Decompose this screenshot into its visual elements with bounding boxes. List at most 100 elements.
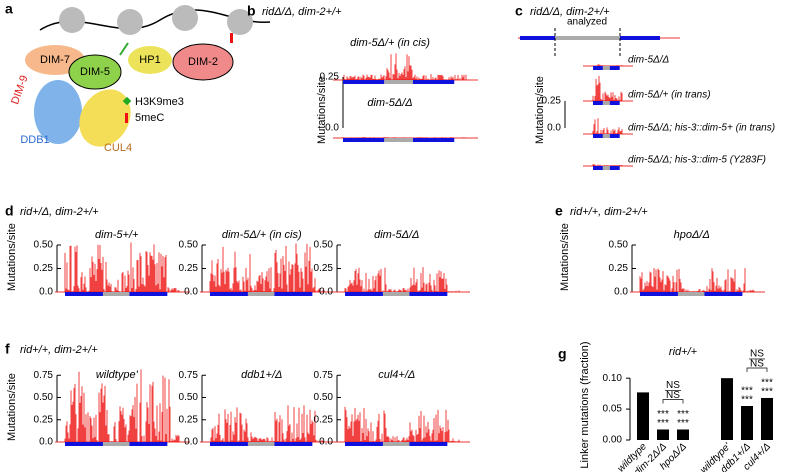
protein-label: HP1 bbox=[139, 54, 160, 66]
gene-block bbox=[343, 80, 385, 84]
protein-label: DIM-9 bbox=[9, 74, 31, 106]
panel-label: e bbox=[555, 203, 563, 219]
track-label: dim-5Δ/Δ bbox=[628, 55, 669, 66]
bar bbox=[677, 429, 689, 440]
bracket bbox=[746, 367, 768, 372]
profile bbox=[342, 137, 468, 138]
y-tick-label: 0.0 bbox=[325, 123, 339, 134]
y-tick-label: 0.0 bbox=[319, 437, 333, 448]
y-tick-label: 0.50 bbox=[34, 240, 54, 251]
y-axis-label: Mutations/site bbox=[534, 76, 546, 144]
panel-title: rid+/+, dim-2+/+ bbox=[570, 206, 648, 218]
mark bbox=[230, 33, 233, 43]
y-tick-label: 0.0 bbox=[184, 437, 198, 448]
y-tick-label: 0.50 bbox=[314, 240, 334, 251]
comparison: NS bbox=[666, 380, 680, 391]
track-label: dim-5+/+ bbox=[95, 229, 139, 241]
gene-block bbox=[409, 292, 448, 296]
track-label: dim-5Δ/Δ; his-3::dim-5 (Y283F) bbox=[628, 155, 766, 166]
y-tick-label: 0.25 bbox=[179, 414, 199, 425]
linker-block bbox=[384, 80, 413, 84]
comparison: NS bbox=[750, 359, 764, 370]
gene-block bbox=[274, 442, 313, 446]
panel-label: b bbox=[247, 3, 256, 19]
linker-block bbox=[602, 66, 610, 70]
profile bbox=[639, 268, 755, 292]
linker-block bbox=[602, 166, 610, 170]
region-label: analyzed bbox=[567, 17, 607, 28]
y-tick-label: 0.25 bbox=[542, 96, 562, 107]
significance: *** bbox=[677, 409, 689, 420]
bar bbox=[741, 406, 753, 440]
panel-label: a bbox=[5, 1, 13, 17]
gene-block bbox=[65, 292, 103, 296]
y-tick-label: 0.25 bbox=[314, 263, 334, 274]
nucleosome bbox=[172, 5, 198, 31]
gene-block bbox=[210, 292, 248, 296]
significance: *** bbox=[741, 386, 753, 397]
y-tick-label: 0.50 bbox=[609, 240, 629, 251]
profile bbox=[592, 164, 623, 166]
track-label: dim-5Δ/Δ bbox=[374, 229, 419, 241]
panel-label: d bbox=[5, 203, 14, 219]
panel-title: ridΔ/Δ, dim-2+/+ bbox=[530, 6, 610, 18]
panel-label: f bbox=[5, 341, 10, 357]
y-tick-label: 0.25 bbox=[34, 414, 54, 425]
y-tick-label: 0.0 bbox=[614, 287, 628, 298]
schematic bbox=[25, 5, 271, 147]
y-tick-label: 0.25 bbox=[179, 263, 199, 274]
bar bbox=[761, 397, 773, 440]
gene-block bbox=[609, 134, 620, 138]
track-label: hpoΔ/Δ bbox=[674, 229, 710, 241]
y-tick-label: 0.25 bbox=[34, 263, 54, 274]
gene-block bbox=[129, 442, 168, 446]
gene-block bbox=[520, 36, 555, 40]
gene-block bbox=[609, 166, 620, 170]
gene-block bbox=[413, 138, 455, 142]
linker-block bbox=[102, 292, 130, 296]
y-tick-label: 0.0 bbox=[319, 287, 333, 298]
protein-label: CUL4 bbox=[104, 142, 132, 154]
y-tick-label: 0.25 bbox=[314, 414, 334, 425]
linker-block bbox=[247, 292, 275, 296]
gene-block bbox=[65, 442, 103, 446]
gene-block bbox=[609, 66, 620, 70]
y-tick-label: 0.50 bbox=[179, 240, 199, 251]
mark bbox=[119, 42, 129, 56]
protein-label: DIM-5 bbox=[80, 66, 110, 78]
linker-block bbox=[247, 442, 275, 446]
y-tick-label: 0.0 bbox=[547, 123, 561, 134]
bracket bbox=[662, 399, 684, 404]
y-tick-label: 0.00 bbox=[603, 435, 623, 446]
y-axis-label: Linker mutations (fraction) bbox=[579, 341, 591, 468]
linker-block bbox=[382, 292, 410, 296]
linker-block bbox=[602, 134, 610, 138]
linker-block bbox=[555, 36, 620, 40]
track-label: dim-5Δ/+ (in cis) bbox=[350, 37, 430, 49]
y-tick-label: 0.75 bbox=[179, 370, 199, 381]
bar bbox=[721, 378, 733, 440]
gene-block bbox=[409, 442, 448, 446]
protein-label: DIM-7 bbox=[40, 54, 70, 66]
track-label: ddb1+/Δ bbox=[241, 369, 282, 381]
track-label: dim-5Δ/+ (in cis) bbox=[222, 229, 302, 241]
profile bbox=[344, 267, 460, 292]
significance: *** bbox=[761, 387, 773, 398]
gene-block bbox=[274, 292, 313, 296]
y-axis-label: Mutations/site bbox=[6, 373, 18, 441]
y-tick-label: 0.25 bbox=[320, 72, 340, 83]
track-label: wildtype' bbox=[96, 369, 139, 381]
comparison: NS bbox=[666, 390, 680, 401]
nucleosome bbox=[227, 9, 253, 35]
significance: *** bbox=[677, 418, 689, 429]
y-tick-label: 0.25 bbox=[609, 263, 629, 274]
legend-label: H3K9me3 bbox=[135, 96, 184, 108]
y-tick-label: 0.0 bbox=[39, 287, 53, 298]
protein-label: DDB1 bbox=[20, 134, 49, 146]
gene-block bbox=[593, 166, 603, 170]
linker-block bbox=[382, 442, 410, 446]
gene-block bbox=[620, 36, 660, 40]
legend-bar bbox=[125, 113, 128, 123]
y-tick-label: 0.75 bbox=[314, 370, 334, 381]
